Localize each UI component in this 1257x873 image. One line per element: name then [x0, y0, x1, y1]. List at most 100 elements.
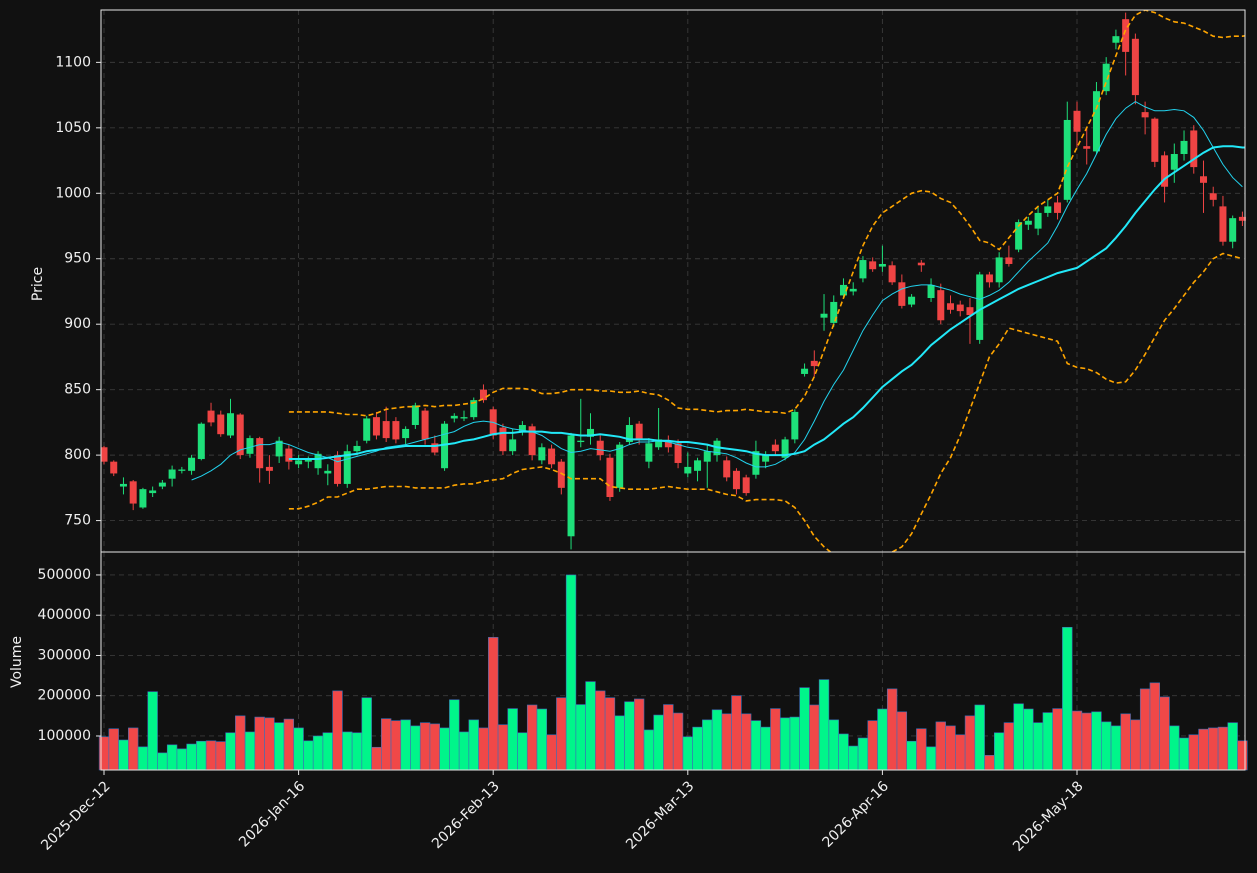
candle-body: [664, 442, 672, 448]
candle-body: [645, 443, 653, 462]
candle-body: [635, 423, 643, 440]
volume-bar: [799, 687, 810, 771]
candle-body: [1044, 206, 1052, 213]
y-tick-label: 1100: [55, 54, 91, 70]
candle-body: [363, 418, 371, 441]
candle-body: [859, 260, 867, 279]
candle-body: [411, 405, 419, 426]
candle-body: [188, 457, 196, 471]
candle-body: [343, 451, 351, 484]
volume-bar: [108, 728, 119, 771]
volume-bar: [478, 727, 489, 771]
candle-body: [1073, 110, 1081, 132]
y-tick-label: 950: [64, 251, 91, 267]
volume-bar: [410, 725, 421, 771]
price-axis-label: Price: [30, 267, 46, 301]
candle-body: [927, 284, 935, 299]
volume-bar: [215, 741, 226, 771]
volume-bar: [264, 717, 275, 771]
candle-body: [265, 466, 273, 471]
candle-body: [295, 460, 303, 465]
volume-bar: [779, 717, 791, 771]
volume-bar: [429, 723, 440, 771]
volume-bar: [585, 681, 596, 771]
candle-body: [956, 304, 964, 312]
candle-body: [314, 453, 322, 469]
volume-bar: [536, 708, 548, 771]
candle-body: [110, 461, 118, 474]
volume-bar: [205, 740, 217, 771]
volume-bar: [1081, 712, 1092, 771]
volume-bar: [945, 725, 956, 771]
candle-body: [236, 414, 244, 456]
volume-bar: [1042, 712, 1053, 771]
volume-bar: [1188, 734, 1199, 771]
mark-layer: [98, 12, 1248, 771]
volume-bar: [342, 731, 353, 771]
volume-bar: [838, 733, 849, 771]
volume-bar: [507, 708, 518, 771]
volume-bar: [458, 731, 470, 771]
candle-body: [898, 282, 906, 306]
y-tick-label: 100000: [38, 728, 91, 744]
candle-body: [168, 469, 176, 479]
volume-bar: [517, 732, 528, 771]
volume-bar: [906, 740, 917, 771]
y-tick-label: 400000: [38, 607, 91, 623]
volume-bar: [1217, 726, 1229, 771]
candle-body: [1083, 146, 1091, 149]
overlay-line: [191, 101, 1243, 481]
volume-bar: [721, 713, 732, 771]
candle-body: [197, 423, 205, 460]
volume-bar: [225, 732, 236, 771]
candle-body: [353, 445, 361, 452]
volume-bar: [400, 719, 411, 771]
candle-body: [1190, 130, 1198, 168]
candle-body: [324, 470, 332, 474]
candle-body: [1015, 222, 1023, 250]
volume-bar: [118, 739, 129, 771]
volume-bar: [273, 722, 285, 771]
candle-body: [830, 301, 838, 323]
candle-body: [334, 455, 342, 484]
candle-body: [1238, 216, 1246, 221]
volume-bar: [439, 727, 450, 771]
volume-bar: [857, 737, 869, 771]
volume-bar: [381, 718, 392, 771]
y-tick-label: 500000: [38, 567, 91, 583]
candle-body: [567, 435, 575, 537]
volume-bar: [809, 704, 820, 771]
candle-body: [995, 257, 1003, 283]
y-tick-label: 200000: [38, 688, 91, 704]
volume-bar: [157, 752, 168, 771]
candle-body: [1209, 193, 1217, 200]
candle-body: [937, 290, 945, 321]
volume-bar: [711, 709, 723, 771]
volume-bar: [741, 713, 752, 771]
volume-bar: [244, 731, 256, 771]
volume-bar: [1227, 722, 1238, 771]
candle-body: [606, 457, 614, 498]
candle-body: [285, 448, 293, 462]
volume-bar: [147, 691, 158, 771]
candle-body: [1063, 119, 1071, 200]
candle-body: [849, 288, 857, 292]
volume-bar: [176, 748, 188, 771]
candle-body: [275, 440, 283, 457]
volume-bar: [760, 726, 771, 771]
volume-bar: [166, 744, 178, 771]
volume-bar: [633, 698, 645, 771]
volume-bar: [303, 740, 314, 771]
volume-bar: [896, 711, 908, 771]
volume-bar: [702, 719, 713, 771]
candle-body: [1034, 212, 1042, 229]
volume-bar: [653, 714, 664, 771]
candle-body: [518, 425, 526, 432]
candle-body: [976, 274, 984, 340]
y-tick-label: 1050: [55, 120, 91, 136]
volume-bar: [1101, 721, 1112, 771]
y-tick-label: 300000: [38, 647, 91, 663]
candle-body: [947, 303, 955, 310]
volume-bar: [137, 746, 149, 771]
volume-bar: [916, 728, 927, 771]
